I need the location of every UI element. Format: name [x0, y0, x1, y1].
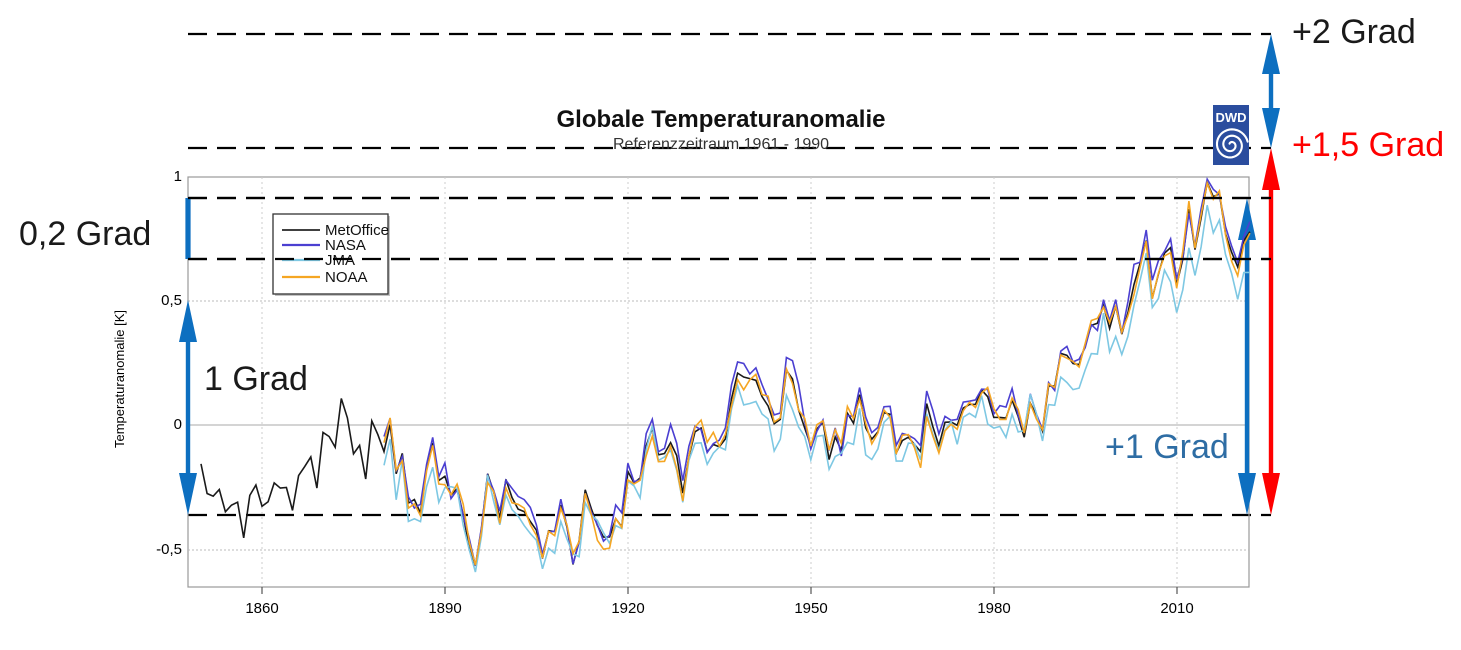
svg-text:-0,5: -0,5	[156, 541, 182, 558]
svg-text:1: 1	[174, 168, 182, 185]
svg-text:1980: 1980	[977, 600, 1010, 617]
svg-text:1890: 1890	[428, 600, 461, 617]
svg-text:1950: 1950	[794, 600, 827, 617]
svg-text:+1 Grad: +1 Grad	[1105, 428, 1229, 466]
svg-text:0,2 Grad: 0,2 Grad	[19, 215, 151, 253]
svg-text:1 Grad: 1 Grad	[204, 360, 308, 398]
svg-text:+2 Grad: +2 Grad	[1292, 13, 1416, 51]
svg-text:JMA: JMA	[325, 252, 355, 269]
svg-text:1920: 1920	[611, 600, 644, 617]
svg-text:+1,5 Grad: +1,5 Grad	[1292, 126, 1444, 164]
svg-text:0,5: 0,5	[161, 292, 182, 309]
svg-text:DWD: DWD	[1215, 110, 1246, 125]
svg-text:2010: 2010	[1160, 600, 1193, 617]
svg-text:0: 0	[174, 416, 182, 433]
svg-text:1860: 1860	[245, 600, 278, 617]
svg-text:NOAA: NOAA	[325, 269, 368, 286]
